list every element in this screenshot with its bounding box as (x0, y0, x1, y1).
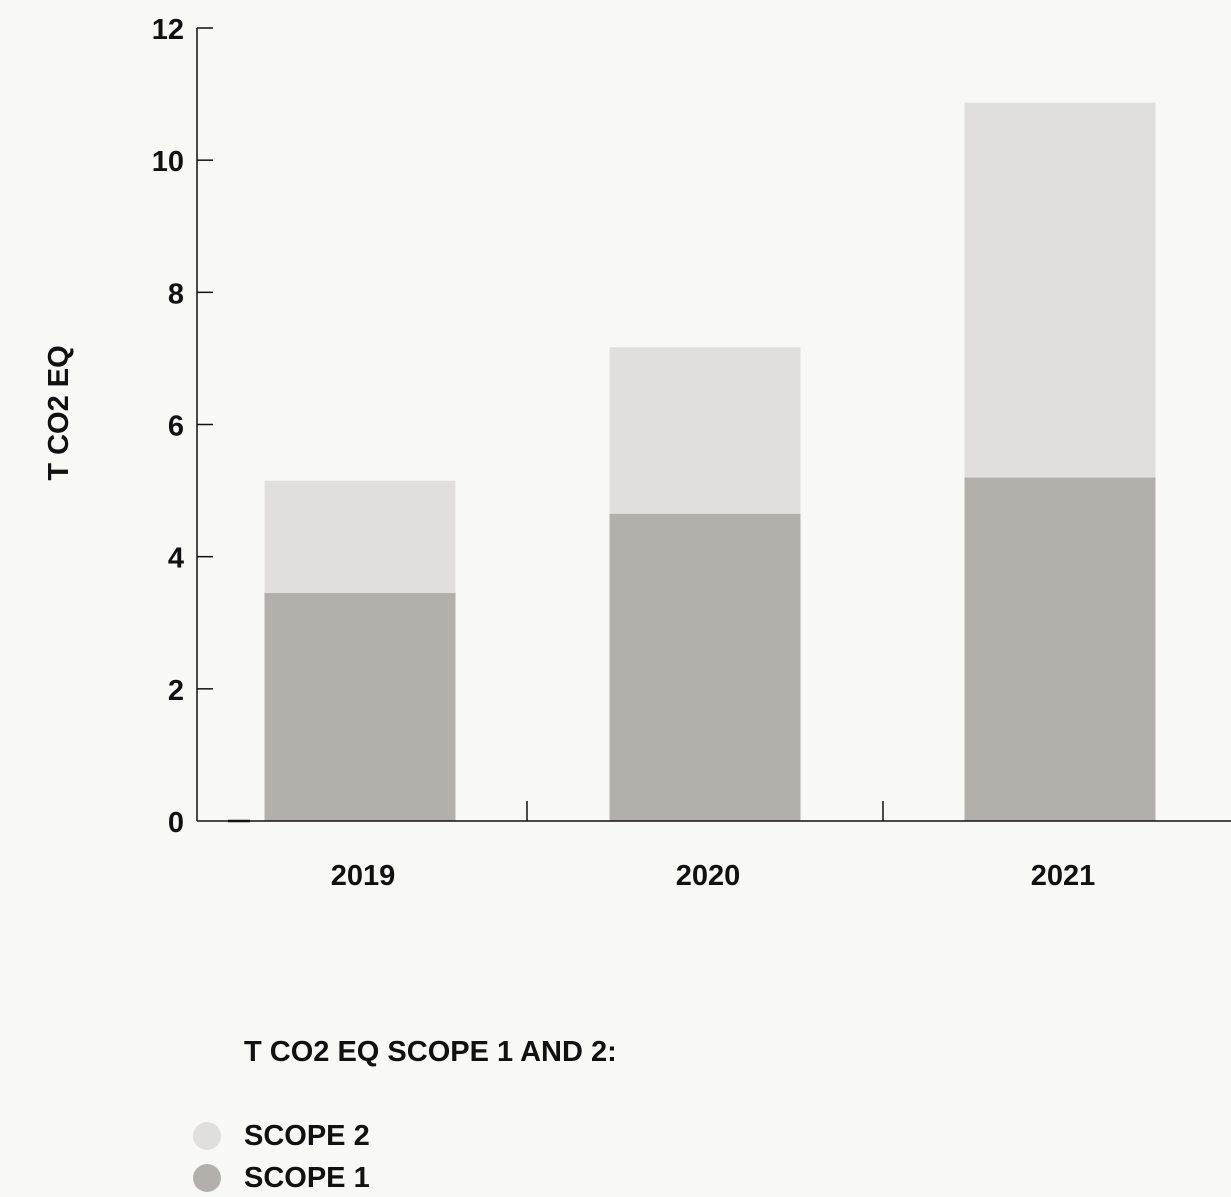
legend-label-scope-1: SCOPE 1 (244, 1161, 370, 1194)
y-tick-label-12: 12 (152, 14, 184, 46)
x-tick-label-2020: 2020 (676, 860, 741, 892)
legend-item-scope-1: SCOPE 1 (190, 1160, 370, 1196)
axes-layer (196, 27, 1231, 823)
x-tick-label-2021: 2021 (1031, 860, 1096, 892)
y-tick-label-8: 8 (168, 278, 184, 310)
bar-2020-scope-1 (609, 513, 801, 821)
bar-2021-scope-2 (964, 102, 1156, 478)
y-tick-label-6: 6 (168, 411, 184, 443)
bar-2021-scope-1 (964, 477, 1156, 821)
legend-swatch-scope-2 (193, 1122, 221, 1150)
labels-layer: 0 2 4 6 8 10 12 2019 2020 2021 T CO2 EQ (43, 14, 1095, 892)
legend-item-scope-2: SCOPE 2 (190, 1118, 370, 1154)
y-axis-title: T CO2 EQ (43, 345, 75, 480)
y-tick-label-10: 10 (152, 146, 184, 178)
legend-title: T CO2 EQ SCOPE 1 AND 2: (244, 1036, 617, 1068)
bars-layer (264, 102, 1156, 821)
y-tick-label-4: 4 (168, 543, 184, 575)
bar-2020-scope-2 (609, 347, 801, 514)
y-tick-label-2: 2 (168, 675, 184, 707)
legend-label-scope-2: SCOPE 2 (244, 1119, 370, 1152)
y-tick-label-0: 0 (168, 807, 184, 839)
x-tick-label-2019: 2019 (331, 860, 396, 892)
bar-2019-scope-2 (264, 480, 456, 594)
legend-swatch-scope-1 (193, 1164, 221, 1192)
bar-2019-scope-1 (264, 593, 456, 821)
stacked-bar-chart: 0 2 4 6 8 10 12 2019 2020 2021 T CO2 EQ (43, 14, 1231, 892)
